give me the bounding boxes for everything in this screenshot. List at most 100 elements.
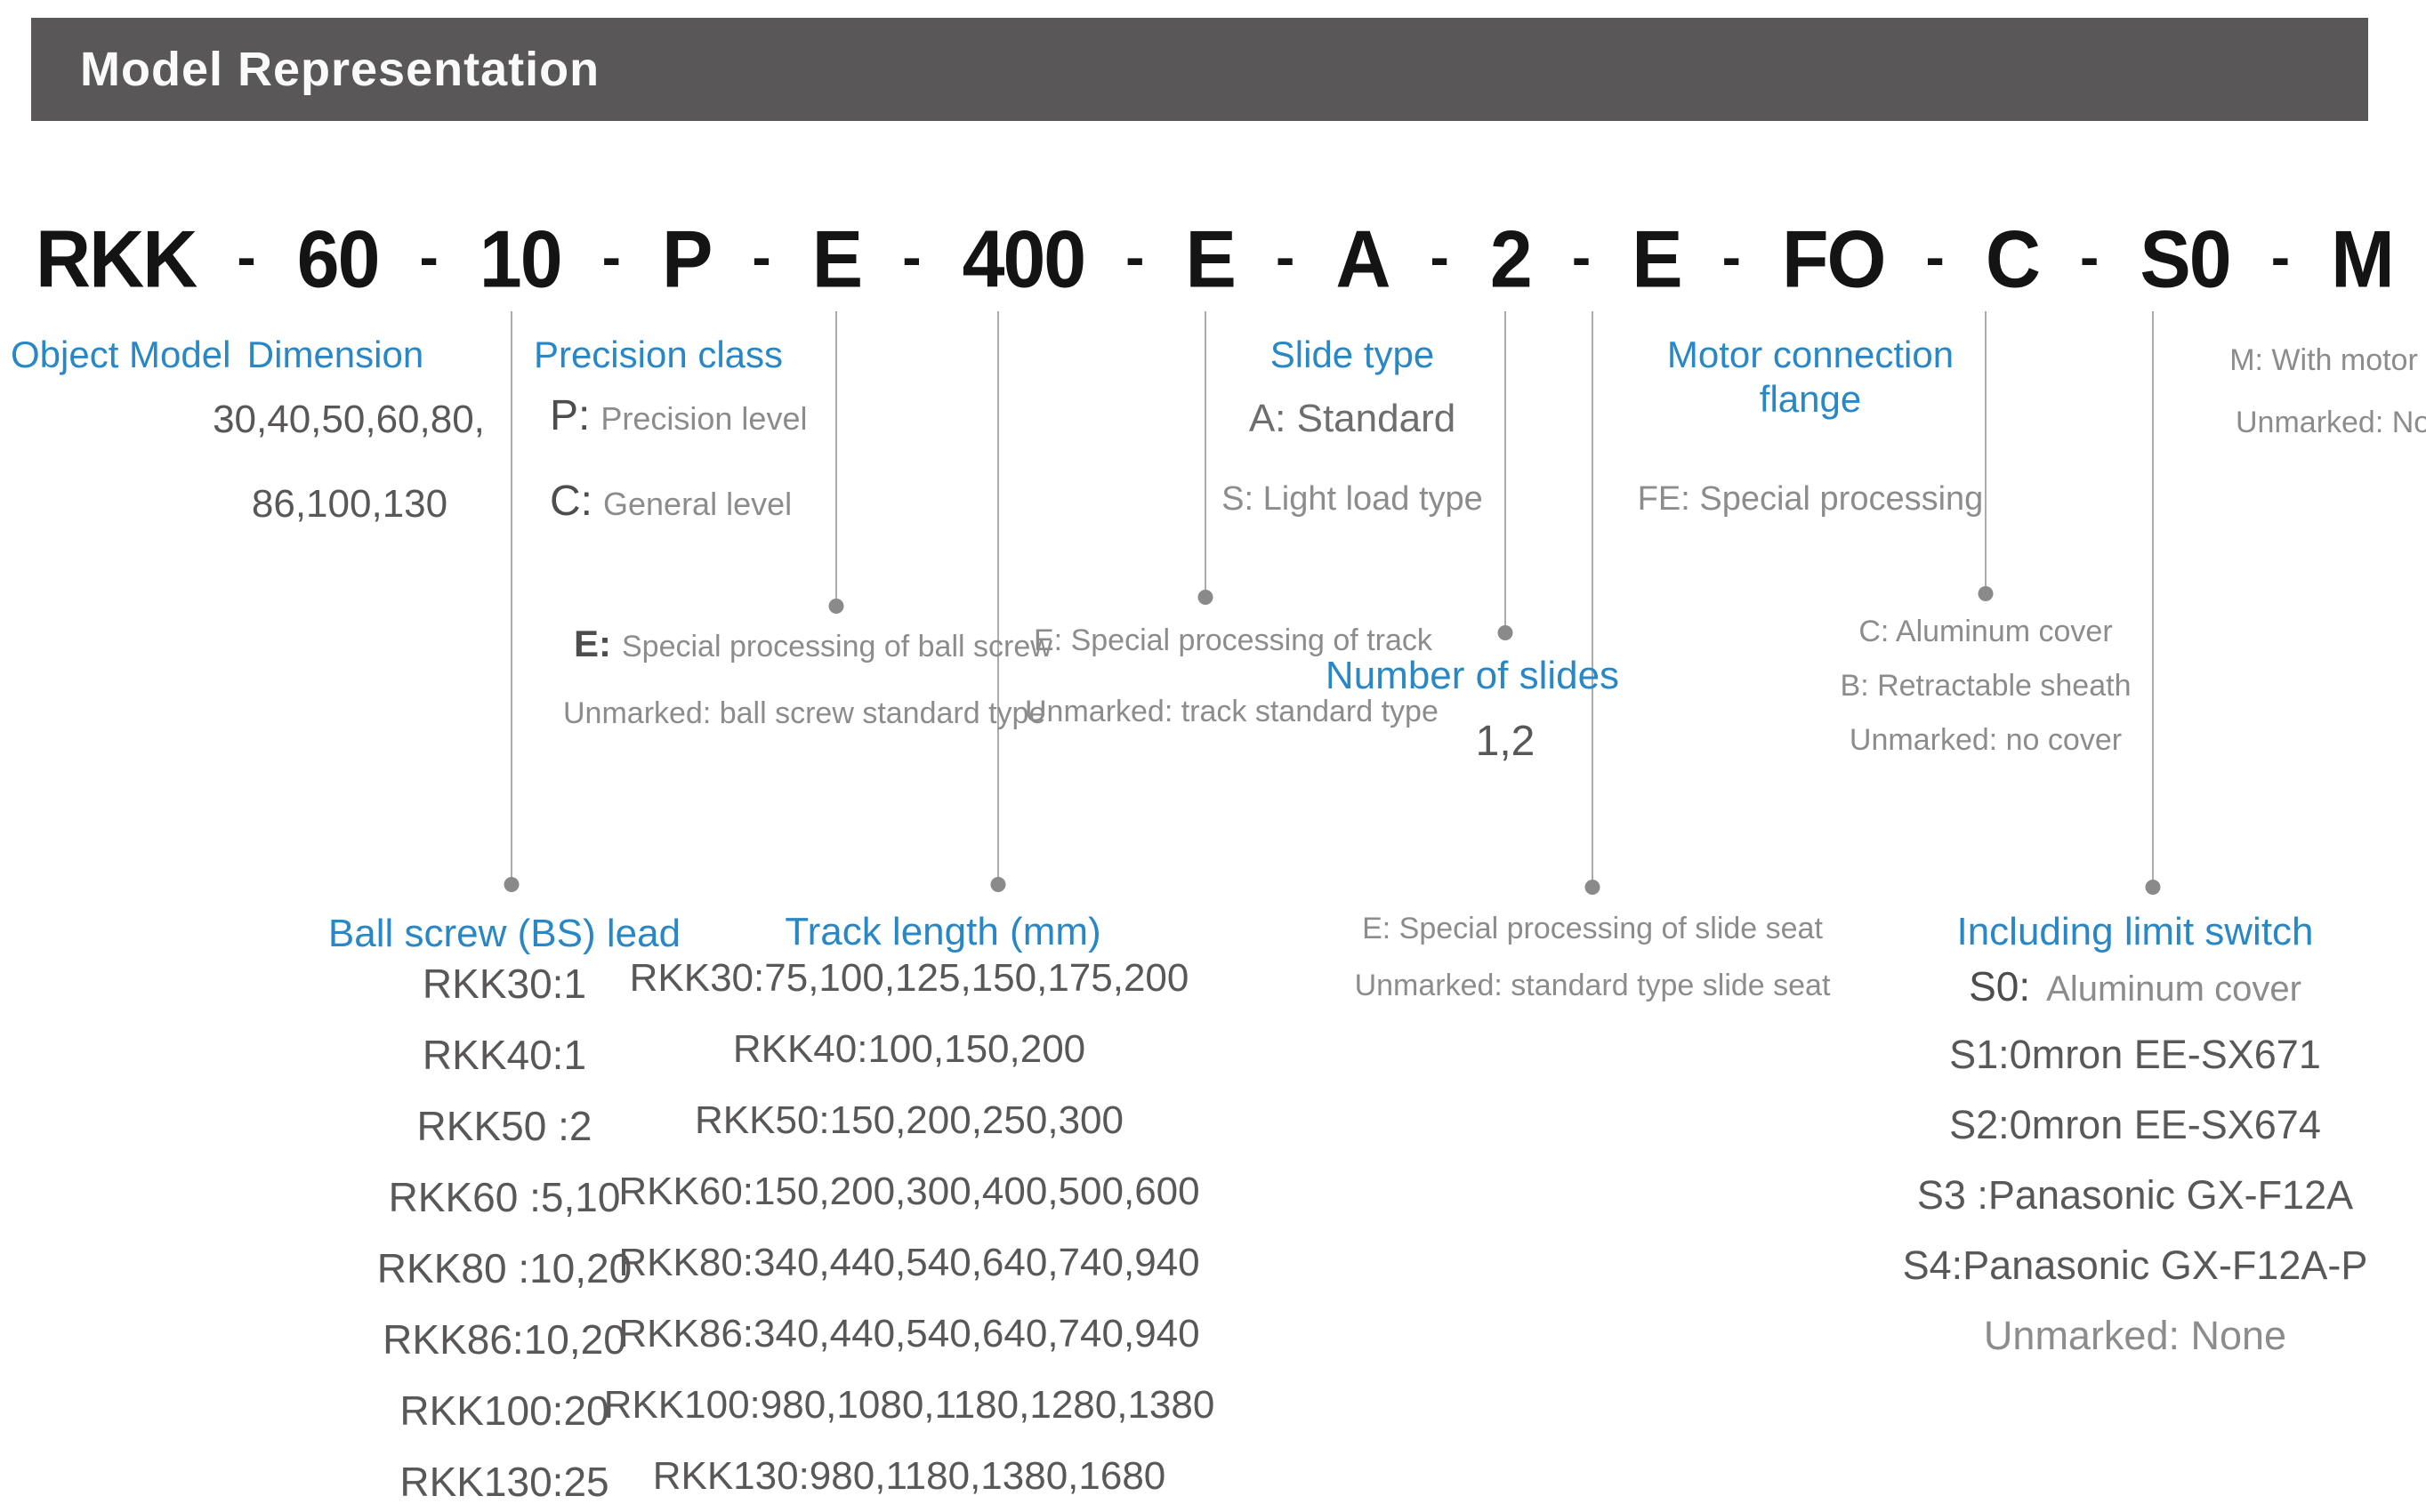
ball-screw-lead-list: RKK30:1 RKK40:1 RKK50 :2 RKK60 :5,10 RKK80 :…	[377, 948, 632, 1512]
leader-line-track-length	[997, 311, 999, 885]
precision-class-label: Precision class	[533, 334, 784, 375]
object-model-label: Object Model	[11, 334, 231, 375]
number-of-slides-value: 1,2	[1475, 718, 1535, 765]
motor-connection-flange-label-line2: flange	[1759, 378, 1862, 420]
limit-switch-s0-code: S0:	[1969, 963, 2031, 1009]
limit-switch-item: S3 :Panasonic GX-F12A	[1916, 1171, 2354, 1218]
slide-type-light-load: S: Light load type	[1221, 480, 1483, 518]
motor-connection-flange-label: Motor connection flange	[1667, 333, 1954, 422]
ball-screw-lead-item: RKK86:10,20	[383, 1316, 626, 1363]
model-code-segment: -	[419, 225, 439, 289]
model-code-segment: P	[661, 213, 713, 305]
page-title-bar: Model Representation	[31, 18, 2368, 121]
track-length-item: RKK100:980,1080,1180,1280,1380	[603, 1383, 1215, 1427]
ball-screw-lead-item: RKK60 :5,10	[388, 1174, 621, 1220]
model-code-segment: -	[2080, 225, 2100, 289]
model-code-segment: 10	[479, 213, 563, 305]
model-code-segment: -	[1571, 225, 1592, 289]
leader-line-number-of-slides	[1504, 311, 1506, 633]
model-code-segment: S0	[2140, 213, 2231, 305]
model-code-segment: 2	[1489, 213, 1533, 305]
track-length-item: RKK130:980,1180,1380,1680	[652, 1454, 1166, 1498]
ball-screw-lead-item: RKK30:1	[422, 961, 587, 1007]
cover-option-item: B: Retractable sheath	[1840, 669, 2132, 703]
cover-option-item: C: Aluminum cover	[1858, 615, 2113, 648]
model-code-segment: -	[1430, 225, 1449, 289]
limit-switch-item: S2:0mron EE-SX674	[1949, 1101, 2321, 1147]
limit-switch-label: Including limit switch	[1956, 910, 2314, 953]
cover-option-item: Unmarked: no cover	[1849, 723, 2123, 757]
limit-switch-item: S1:0mron EE-SX671	[1949, 1031, 2321, 1077]
limit-switch-list: S1:0mron EE-SX671 S2:0mron EE-SX674 S3 :Pa…	[1903, 1019, 2368, 1371]
ball-screw-processing-code: E:	[574, 623, 611, 664]
general-level-desc: General level	[603, 486, 793, 522]
track-length-label: Track length (mm)	[785, 910, 1101, 953]
general-level-code: C:	[550, 478, 592, 525]
dimension-label: Dimension	[246, 334, 424, 375]
limit-switch-item: S4:Panasonic GX-F12A-P	[1902, 1242, 2368, 1288]
track-length-item: RKK80:340,440,540,640,740,940	[618, 1241, 1200, 1284]
limit-switch-s0-desc: Aluminum cover	[2046, 969, 2301, 1009]
leader-line-slide-seat	[1592, 311, 1593, 888]
model-code-segment: -	[1125, 225, 1145, 289]
model-code-segment: M	[2331, 213, 2395, 305]
motor-flange-special: FE: Special processing	[1637, 480, 1984, 518]
ball-screw-lead-item: RKK40:1	[422, 1032, 587, 1078]
precision-level-code: P:	[550, 392, 591, 439]
slide-type-label: Slide type	[1269, 334, 1435, 375]
precision-level-desc: Precision level	[600, 400, 808, 437]
limit-switch-item: Unmarked: None	[1983, 1312, 2287, 1358]
ball-screw-processing-line1: E: Special processing of ball screw	[574, 623, 1052, 665]
track-length-list: RKK30:75,100,125,150,175,200 RKK40:100,15…	[604, 943, 1215, 1512]
model-code-segment: -	[752, 225, 771, 289]
leader-line-cover	[1985, 311, 1987, 594]
model-code-segment: C	[1985, 213, 2041, 305]
model-code-segment: E	[1632, 213, 1682, 305]
model-code-segment: E	[1185, 213, 1237, 305]
slide-type-standard: A: Standard	[1248, 397, 1456, 440]
model-code-segment: -	[902, 225, 922, 289]
model-code-segment: FO	[1782, 213, 1886, 305]
dimension-values-1: 30,40,50,60,80,	[213, 398, 485, 441]
model-code-segment: E	[811, 213, 863, 305]
track-length-item: RKK50:150,200,250,300	[695, 1098, 1124, 1142]
general-level-item: C: General level	[550, 477, 792, 526]
page-title: Model Representation	[80, 43, 600, 96]
limit-switch-s0-item: S0: Aluminum cover	[1969, 962, 2301, 1010]
model-code-segment: A	[1335, 213, 1390, 305]
cover-options-list: C: Aluminum cover B: Retractable sheath Un…	[1841, 605, 2132, 768]
track-length-item: RKK40:100,150,200	[732, 1027, 1086, 1071]
motor-connection-flange-label-line1: Motor connection	[1666, 334, 1955, 375]
track-length-item: RKK30:75,100,125,150,175,200	[629, 956, 1189, 1000]
model-code: RKK -60-10- P - E -400- E - A -2- E - FO - C - S0- M	[36, 213, 2395, 306]
track-length-item: RKK86:340,440,540,640,740,940	[618, 1312, 1200, 1355]
model-code-segment: -	[601, 225, 621, 289]
track-processing-line1: E: Special processing of track	[1034, 623, 1432, 657]
slide-seat-list: E: Special processing of slide seat Unmar…	[1355, 900, 1831, 1014]
model-code-segment: 400	[962, 213, 1086, 305]
with-motor-text: M: With motor	[2229, 343, 2418, 377]
leader-line-ball-screw-lead	[511, 311, 512, 885]
model-code-segment: -	[1925, 225, 1945, 289]
model-code-segment: -	[237, 225, 256, 289]
model-code-segment: 60	[296, 213, 381, 305]
slide-seat-item: E: Special processing of slide seat	[1362, 911, 1823, 945]
track-processing-line2: Unmarked: track standard type	[1025, 695, 1439, 728]
ball-screw-lead-item: RKK130:25	[399, 1459, 609, 1505]
slide-seat-item: Unmarked: standard type slide seat	[1354, 968, 1831, 1002]
ball-screw-lead-item: RKK100:20	[399, 1387, 609, 1434]
model-code-segment: -	[1275, 225, 1295, 289]
model-code-segment: RKK	[36, 213, 197, 305]
leader-line-track-processing	[1205, 311, 1206, 598]
ball-screw-lead-label: Ball screw (BS) lead	[327, 912, 681, 955]
number-of-slides-label: Number of slides	[1325, 654, 1620, 697]
model-code-segment: -	[2270, 225, 2290, 289]
ball-screw-lead-item: RKK50 :2	[416, 1103, 592, 1149]
dimension-values-2: 86,100,130	[251, 482, 448, 526]
ball-screw-processing-line2: Unmarked: ball screw standard type	[563, 696, 1046, 730]
leader-line-ball-screw-processing	[835, 311, 837, 607]
with-motor-none-text: Unmarked: None	[2236, 406, 2426, 439]
model-code-segment: -	[1721, 225, 1741, 289]
track-length-item: RKK60:150,200,300,400,500,600	[618, 1170, 1200, 1213]
